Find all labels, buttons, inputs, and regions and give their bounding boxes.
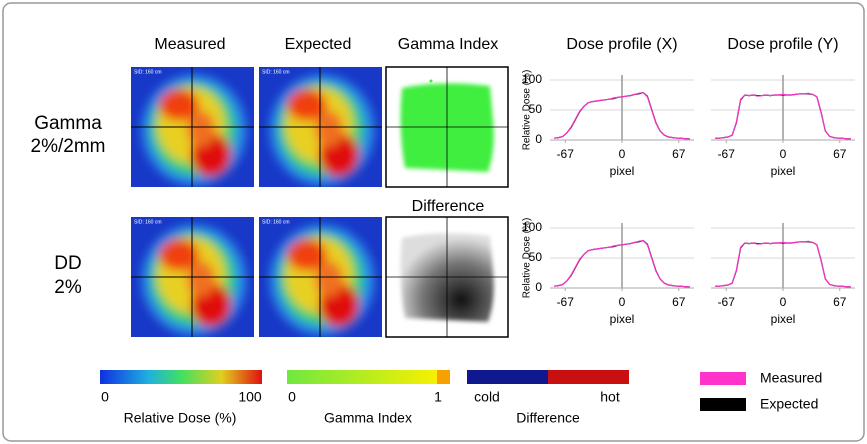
colorbar-label: 100 [238, 389, 262, 405]
x-tick-label: 67 [672, 295, 686, 309]
difference-map [386, 217, 508, 337]
chart-title: Dose profile (X) [566, 36, 677, 53]
x-tick-label: 0 [780, 147, 787, 161]
x-tick-label: 0 [780, 295, 787, 309]
dose-map [131, 67, 254, 187]
column-header: Expected [285, 36, 352, 53]
legend-label: Measured [760, 370, 822, 386]
legend-swatch [700, 372, 746, 385]
legend-swatch [700, 398, 746, 411]
column-header: Gamma Index [398, 36, 498, 53]
x-tick-label: 67 [672, 147, 686, 161]
colorbar-title: Difference [516, 410, 580, 426]
row-label: DD [54, 253, 81, 274]
x-tick-label: 0 [619, 147, 626, 161]
row-label: Gamma [34, 113, 102, 134]
colorbar-title: Gamma Index [324, 410, 412, 426]
x-tick-label: 67 [833, 147, 847, 161]
column-header: Measured [154, 36, 225, 53]
colorbar-label: hot [600, 389, 620, 405]
dose-map [131, 217, 254, 337]
x-axis-label: pixel [610, 164, 635, 178]
map-note: SID: 160 cm [262, 69, 290, 75]
figure: Measured Expected Gamma Index Difference… [0, 0, 867, 444]
colorbar-label: 0 [288, 389, 296, 405]
colorbar [287, 370, 450, 384]
gamma-map [386, 67, 508, 187]
x-axis-label: pixel [610, 312, 635, 326]
dose-map [259, 217, 382, 337]
row-label: 2%/2mm [31, 136, 106, 157]
x-tick-label: -67 [718, 147, 736, 161]
x-axis-label: pixel [771, 164, 796, 178]
colorbar [100, 370, 262, 384]
x-tick-label: 67 [833, 295, 847, 309]
colorbar-label: cold [474, 389, 500, 405]
y-axis-label: Relative Dose (%) [522, 70, 533, 151]
x-tick-label: -67 [557, 295, 575, 309]
colorbar-label: 1 [434, 389, 442, 405]
chart-title: Dose profile (Y) [727, 36, 838, 53]
legend-label: Expected [760, 396, 818, 412]
colorbar [467, 370, 548, 384]
row-label: 2% [54, 277, 82, 298]
x-tick-label: -67 [557, 147, 575, 161]
dose-map [259, 67, 382, 187]
column-header: Difference [412, 198, 485, 215]
y-tick-label: 0 [535, 132, 542, 146]
map-note: SID: 160 cm [262, 219, 290, 225]
map-note: SID: 160 cm [134, 69, 162, 75]
y-axis-label: Relative Dose (%) [522, 218, 533, 299]
map-note: SID: 160 cm [134, 219, 162, 225]
x-tick-label: -67 [718, 295, 736, 309]
colorbar-label: 0 [101, 389, 109, 405]
y-tick-label: 0 [535, 280, 542, 294]
colorbar [548, 370, 629, 384]
x-tick-label: 0 [619, 295, 626, 309]
x-axis-label: pixel [771, 312, 796, 326]
colorbar-title: Relative Dose (%) [124, 410, 237, 426]
